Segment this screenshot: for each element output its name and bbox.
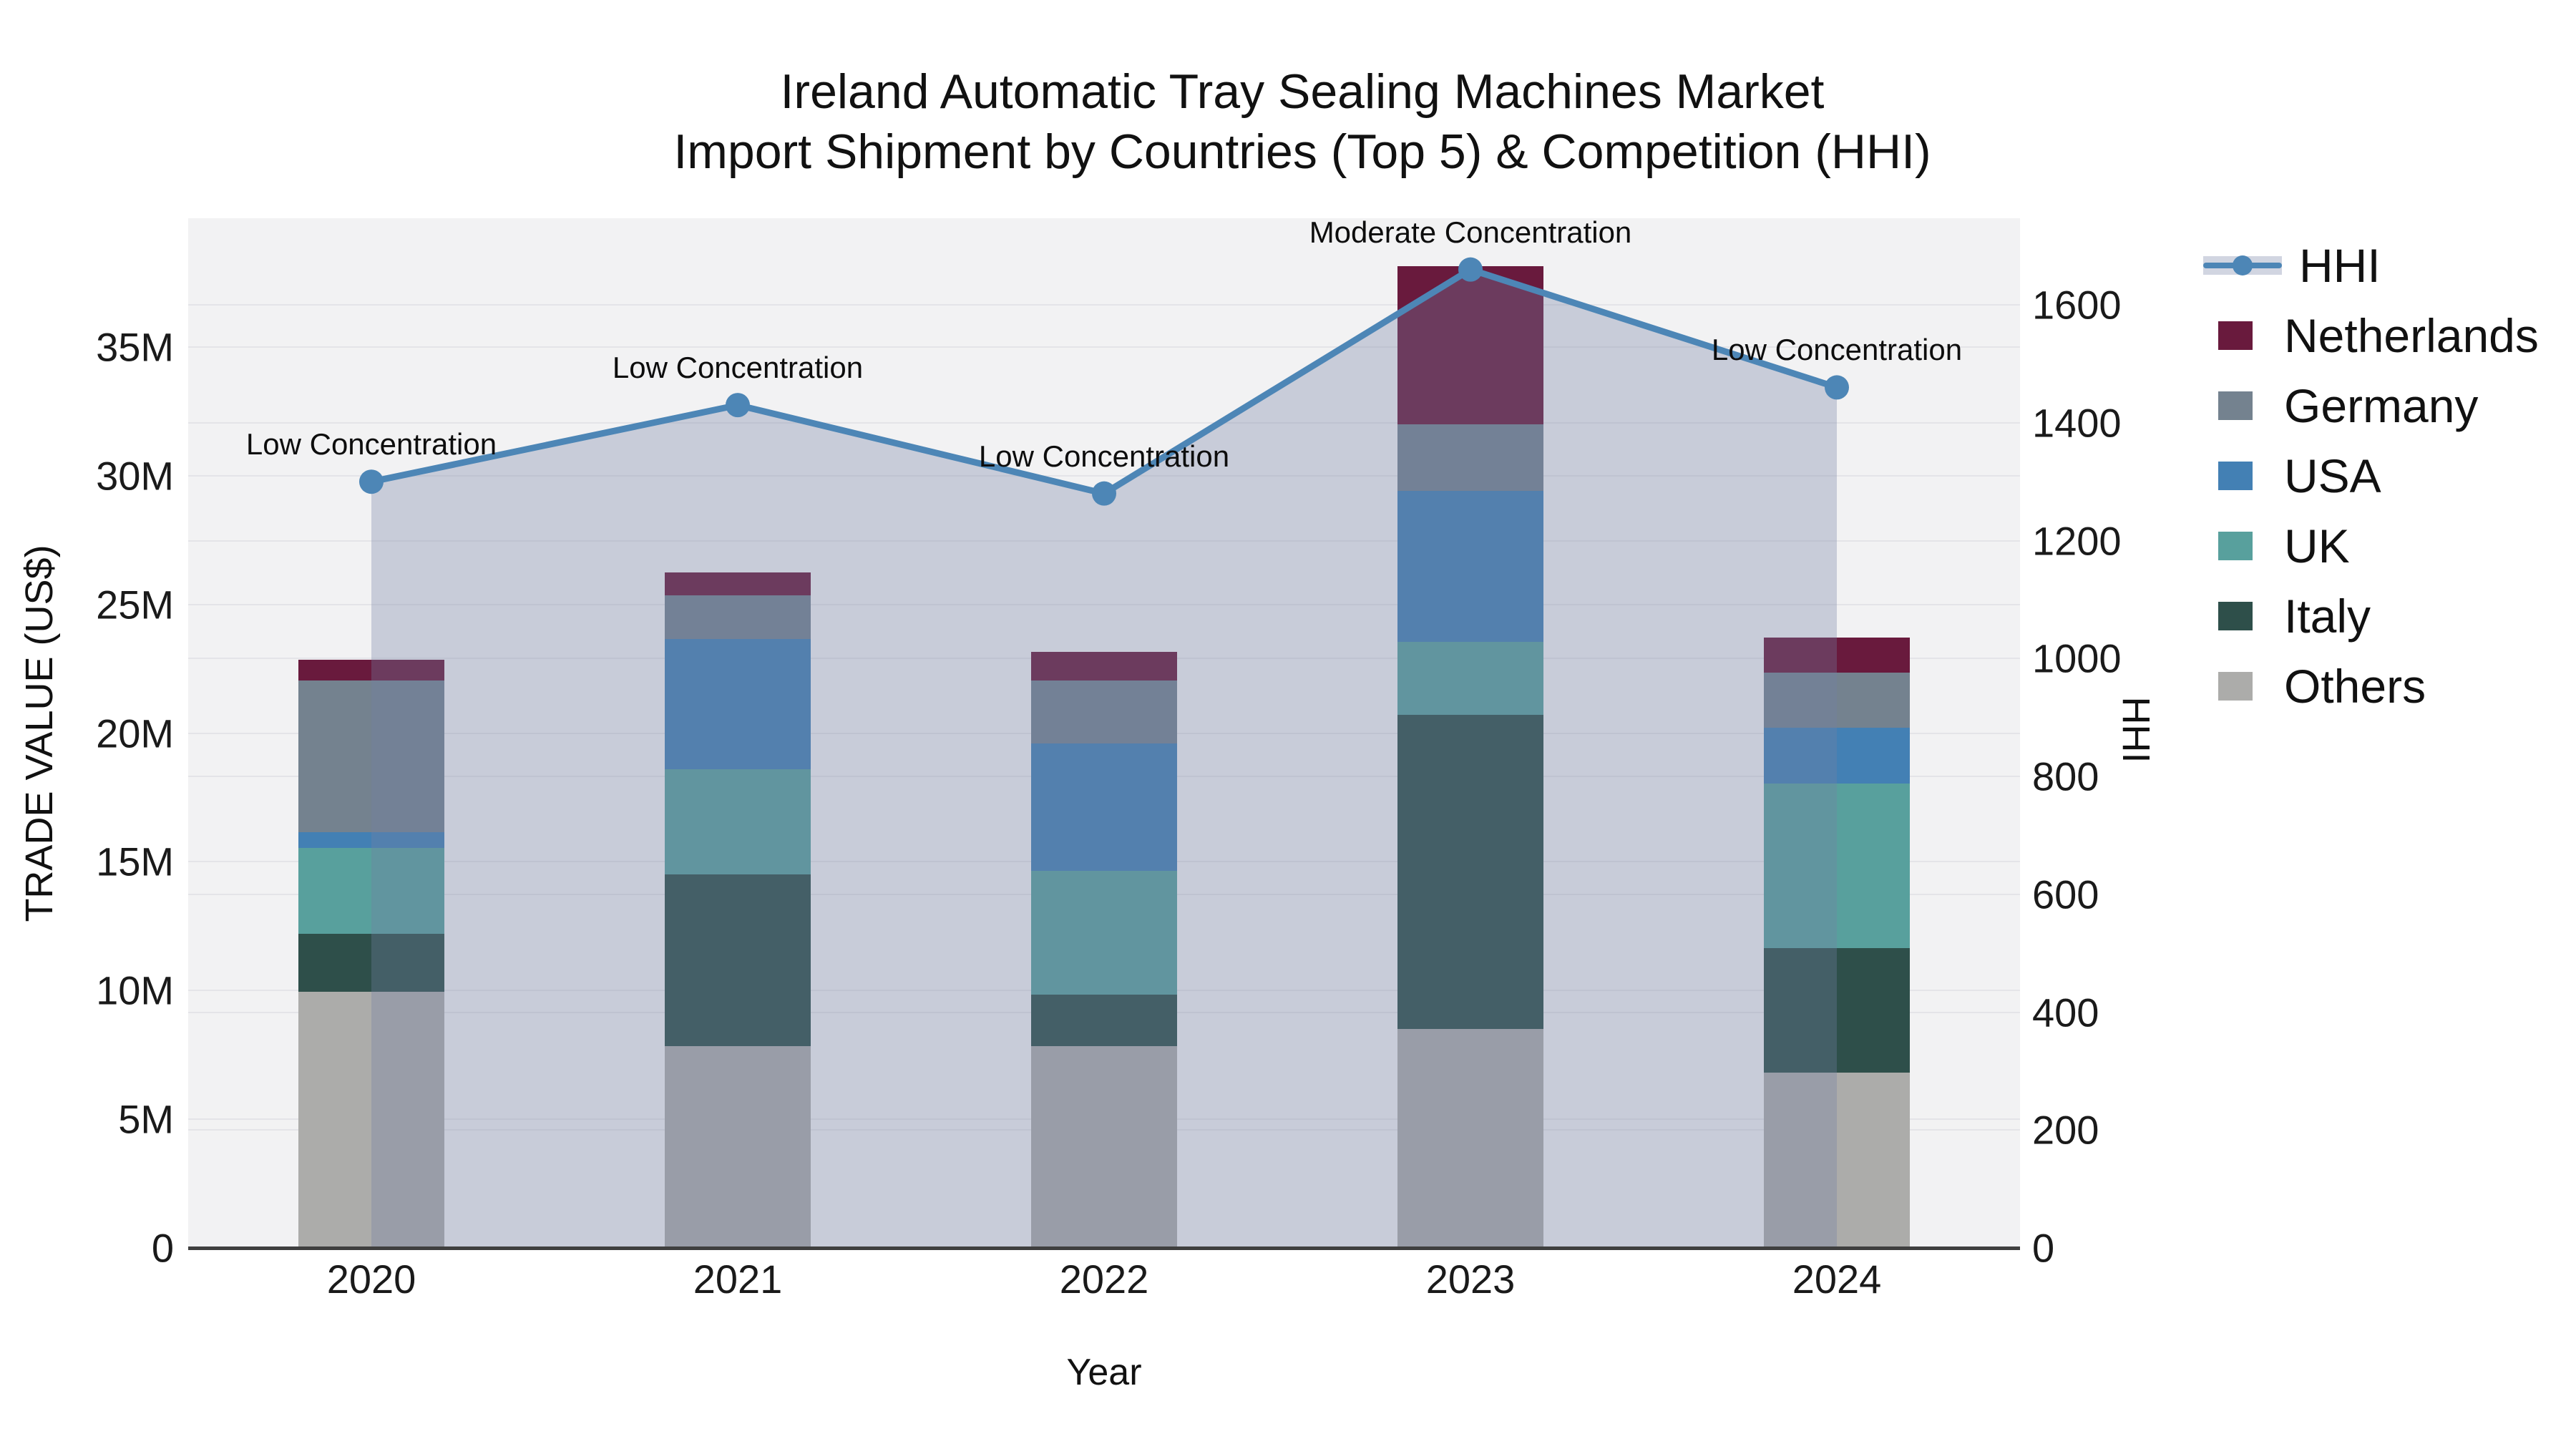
y-right-tick-1600: 1600 — [2032, 282, 2122, 328]
chart-title-line1: Ireland Automatic Tray Sealing Machines … — [780, 64, 1825, 119]
y-right-tick-200: 200 — [2032, 1107, 2099, 1153]
y-left-tick-35M: 35M — [96, 324, 174, 370]
hhi-marker-2022[interactable] — [1092, 481, 1116, 506]
x-tick-2023: 2023 — [1425, 1257, 1516, 1302]
y-right-tick-800: 800 — [2032, 753, 2099, 799]
y-left-tick-10M: 10M — [96, 967, 174, 1013]
bar-segment-germany-2023[interactable] — [1397, 424, 1543, 492]
legend-swatch-uk — [2218, 532, 2253, 560]
bar-segment-uk-2022[interactable] — [1031, 870, 1177, 995]
bar-segment-usa-2022[interactable] — [1031, 743, 1177, 871]
x-axis-line — [188, 1246, 2020, 1250]
bar-segment-netherlands-2023[interactable] — [1397, 265, 1543, 424]
chart-title: Ireland Automatic Tray Sealing Machines … — [29, 62, 2576, 182]
bar-segment-uk-2021[interactable] — [665, 769, 811, 875]
legend-item-netherlands[interactable]: Netherlands — [2218, 301, 2539, 371]
plot-area: Low Concentration Low Concentration Low Co… — [188, 215, 2020, 1248]
bar-segment-usa-2023[interactable] — [1397, 491, 1543, 642]
legend-item-usa[interactable]: USA — [2218, 441, 2539, 511]
bar-segment-italy-2021[interactable] — [665, 874, 811, 1046]
y-left-tick-5M: 5M — [118, 1096, 174, 1142]
bar-segment-germany-2024[interactable] — [1764, 672, 1910, 728]
bar-segment-germany-2022[interactable] — [1031, 680, 1177, 743]
annotation-2023: Moderate Concentration — [1309, 215, 1632, 249]
bar-segment-usa-2024[interactable] — [1764, 728, 1910, 784]
y-right-tick-1000: 1000 — [2032, 635, 2122, 681]
bar-segment-italy-2020[interactable] — [298, 934, 444, 992]
gridline-left-axis — [188, 474, 2020, 477]
legend-swatch-germany — [2218, 391, 2253, 420]
annotation-2021: Low Concentration — [612, 351, 864, 385]
legend-item-hhi[interactable]: HHI — [2203, 230, 2539, 301]
x-tick-2024: 2024 — [1792, 1257, 1882, 1302]
gridline-right-axis — [188, 540, 2020, 542]
y-right-tick-0: 0 — [2032, 1225, 2055, 1271]
bar-segment-netherlands-2021[interactable] — [665, 572, 811, 596]
bar-segment-italy-2024[interactable] — [1764, 947, 1910, 1073]
legend-label-germany: Germany — [2284, 379, 2479, 432]
legend-label-others: Others — [2284, 660, 2426, 713]
legend-label-netherlands: Netherlands — [2284, 309, 2539, 362]
bar-segment-others-2021[interactable] — [665, 1045, 811, 1248]
bar-segment-netherlands-2022[interactable] — [1031, 652, 1177, 680]
x-tick-2020: 2020 — [326, 1257, 416, 1302]
bar-segment-uk-2020[interactable] — [298, 847, 444, 935]
hhi-marker-sample — [2233, 255, 2253, 275]
bar-segment-usa-2020[interactable] — [298, 832, 444, 848]
gridline-left-axis — [188, 603, 2020, 605]
bar-segment-others-2020[interactable] — [298, 992, 444, 1248]
bar-segment-germany-2021[interactable] — [665, 595, 811, 640]
y-left-tick-0: 0 — [151, 1225, 174, 1271]
y-right-tick-600: 600 — [2032, 872, 2099, 917]
bar-segment-italy-2023[interactable] — [1397, 715, 1543, 1030]
x-tick-2022: 2022 — [1059, 1257, 1149, 1302]
y-right-tick-1400: 1400 — [2032, 400, 2122, 446]
y-left-tick-25M: 25M — [96, 582, 174, 628]
legend-item-italy[interactable]: Italy — [2218, 581, 2539, 651]
legend-swatch-italy — [2218, 602, 2253, 630]
legend-label-italy: Italy — [2284, 590, 2371, 643]
legend-item-uk[interactable]: UK — [2218, 511, 2539, 581]
legend-item-others[interactable]: Others — [2218, 651, 2539, 721]
bar-segment-netherlands-2020[interactable] — [298, 660, 444, 680]
x-axis-title: Year — [1066, 1352, 1142, 1393]
hhi-marker-2020[interactable] — [359, 469, 384, 494]
bar-segment-germany-2020[interactable] — [298, 680, 444, 833]
hhi-marker-2024[interactable] — [1825, 375, 1849, 400]
legend-swatch-netherlands — [2218, 321, 2253, 350]
legend-label-hhi: HHI — [2299, 239, 2381, 292]
chart-title-line2: Import Shipment by Countries (Top 5) & C… — [673, 125, 1931, 179]
bar-segment-others-2023[interactable] — [1397, 1029, 1543, 1248]
legend-item-germany[interactable]: Germany — [2218, 371, 2539, 441]
bar-segment-italy-2022[interactable] — [1031, 994, 1177, 1046]
annotation-2024: Low Concentration — [1711, 333, 1963, 367]
bar-segment-netherlands-2024[interactable] — [1764, 638, 1910, 673]
bar-segment-uk-2023[interactable] — [1397, 641, 1543, 716]
y-right-tick-400: 400 — [2032, 990, 2099, 1035]
x-tick-2021: 2021 — [693, 1257, 783, 1302]
y-axis-left-title: TRADE VALUE (US$) — [18, 545, 61, 922]
legend-label-usa: USA — [2284, 449, 2381, 502]
y-left-tick-30M: 30M — [96, 453, 174, 499]
gridline-right-axis — [188, 304, 2020, 306]
gridline-right-axis — [188, 421, 2020, 424]
y-right-tick-1200: 1200 — [2032, 518, 2122, 564]
legend-swatch-usa — [2218, 462, 2253, 490]
hhi-line-legend-icon — [2203, 251, 2282, 280]
legend: HHI Netherlands Germany USA UK Italy Others — [2203, 230, 2539, 721]
y-axis-right-title: HHI — [2114, 696, 2157, 763]
annotation-2022: Low Concentration — [978, 439, 1230, 473]
y-left-tick-15M: 15M — [96, 839, 174, 884]
annotation-2020: Low Concentration — [245, 427, 497, 462]
legend-label-uk: UK — [2284, 519, 2350, 572]
hhi-marker-2021[interactable] — [726, 393, 750, 418]
bar-segment-others-2024[interactable] — [1764, 1073, 1910, 1248]
bar-segment-others-2022[interactable] — [1031, 1045, 1177, 1248]
legend-swatch-others — [2218, 672, 2253, 701]
y-left-tick-20M: 20M — [96, 711, 174, 756]
bar-segment-usa-2021[interactable] — [665, 639, 811, 769]
bar-segment-uk-2024[interactable] — [1764, 783, 1910, 948]
